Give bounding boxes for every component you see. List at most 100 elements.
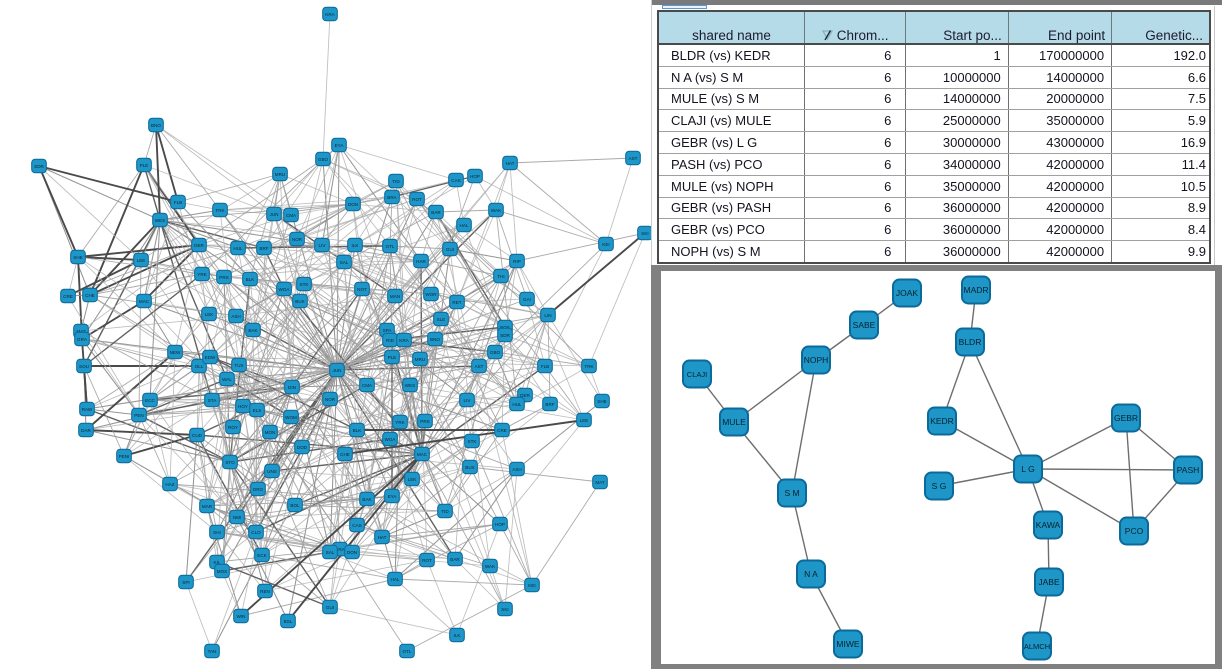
svg-text:HOP: HOP [470, 174, 480, 179]
svg-text:YRK: YRK [395, 420, 405, 425]
svg-text:HOY: HOY [238, 404, 248, 409]
svg-text:WGA: WGA [385, 437, 397, 442]
svg-text:SDR: SDR [500, 333, 510, 338]
svg-text:BAK: BAK [362, 497, 372, 502]
svg-text:ILK: ILK [352, 243, 360, 248]
svg-text:WGA: WGA [279, 287, 291, 292]
svg-text:ASH: ASH [231, 314, 240, 319]
svg-text:DAR: DAR [81, 428, 91, 433]
svg-text:SOU: SOU [79, 364, 89, 369]
svg-text:HUL: HUL [512, 402, 522, 407]
svg-text:CRE: CRE [497, 428, 507, 433]
svg-text:L G: L G [1021, 464, 1034, 474]
svg-text:PENI: PENI [119, 454, 130, 459]
svg-text:NOR: NOR [325, 397, 336, 402]
svg-text:MIWE: MIWE [836, 639, 859, 649]
svg-text:HOP: HOP [495, 522, 505, 527]
svg-text:BAR: BAR [450, 557, 460, 562]
svg-text:CLO: CLO [251, 530, 261, 535]
svg-text:YRK: YRK [197, 272, 207, 277]
svg-text:HAT: HAT [506, 161, 515, 166]
svg-text:EDW: EDW [205, 355, 216, 360]
svg-text:BLK: BLK [246, 277, 256, 282]
svg-text:WES: WES [155, 218, 165, 223]
svg-text:BRA: BRA [387, 195, 397, 200]
svg-text:GEBR: GEBR [1114, 413, 1138, 423]
svg-text:NEW: NEW [170, 350, 181, 355]
svg-text:PRS: PRS [219, 275, 228, 280]
svg-text:BNO: BNO [430, 337, 440, 342]
svg-text:HAR: HAR [416, 259, 426, 264]
svg-text:BUX: BUX [465, 465, 474, 470]
svg-text:LIV: LIV [319, 243, 327, 248]
svg-text:TID: TID [441, 509, 449, 514]
svg-text:MON: MON [265, 430, 276, 435]
svg-text:GRA: GRA [77, 337, 88, 342]
svg-text:MAR: MAR [202, 504, 213, 509]
svg-text:BOL: BOL [290, 503, 300, 508]
svg-text:SHE: SHE [597, 399, 606, 404]
svg-text:OLL: OLL [195, 364, 204, 369]
svg-text:NOR: NOR [292, 237, 303, 242]
svg-text:JUN: JUN [270, 212, 279, 217]
svg-text:MAT: MAT [595, 480, 605, 485]
svg-text:CAS: CAS [451, 178, 460, 183]
svg-text:ASH: ASH [512, 467, 521, 472]
svg-text:UNS: UNS [267, 469, 277, 474]
svg-text:PEN: PEN [134, 413, 143, 418]
svg-text:MRU: MRU [275, 172, 285, 177]
svg-text:ROY: ROY [228, 425, 238, 430]
svg-text:KAWA: KAWA [1036, 520, 1061, 530]
svg-text:TID: TID [392, 179, 400, 184]
svg-text:LEE: LEE [580, 418, 589, 423]
svg-text:RID: RID [386, 338, 395, 343]
svg-text:S M: S M [784, 488, 799, 498]
svg-text:ALMCH: ALMCH [1024, 642, 1050, 651]
svg-text:SAL: SAL [326, 550, 335, 555]
svg-text:ELS: ELS [253, 408, 262, 413]
svg-text:TRK: TRK [215, 208, 225, 213]
svg-text:LEK: LEK [205, 312, 215, 317]
svg-text:ROT: ROT [412, 197, 422, 202]
svg-text:SHE: SHE [73, 255, 82, 260]
svg-text:ILK: ILK [454, 633, 462, 638]
svg-text:NMI: NMI [233, 515, 241, 520]
svg-text:BOS: BOS [500, 325, 510, 330]
svg-text:RET: RET [452, 300, 461, 305]
svg-text:OTL: OTL [386, 244, 395, 249]
svg-text:MOS: MOS [217, 569, 227, 574]
svg-text:SHI: SHI [213, 530, 221, 535]
svg-text:GBO: GBO [490, 350, 501, 355]
svg-text:TUX: TUX [234, 363, 243, 368]
svg-text:CLAJI: CLAJI [687, 370, 707, 379]
svg-text:STO: STO [225, 460, 235, 465]
svg-text:GUI: GUI [326, 605, 334, 610]
svg-text:KRA: KRA [399, 338, 409, 343]
svg-text:BAR: BAR [431, 210, 441, 215]
svg-text:SPI: SPI [182, 580, 189, 585]
svg-text:TAN: TAN [208, 649, 217, 654]
svg-text:FLB: FLB [174, 200, 182, 205]
svg-text:NOPH: NOPH [804, 355, 829, 365]
svg-text:LEK: LEK [408, 477, 418, 482]
svg-text:DON: DON [348, 202, 358, 207]
svg-text:JOAK: JOAK [896, 288, 919, 298]
svg-text:CHE: CHE [85, 293, 95, 298]
svg-text:BUX: BUX [295, 299, 304, 304]
svg-text:MAN: MAN [390, 294, 400, 299]
svg-text:BNO: BNO [151, 123, 161, 128]
svg-text:WAL: WAL [222, 377, 232, 382]
svg-text:SABE: SABE [853, 320, 876, 330]
svg-text:GAI: GAI [523, 297, 531, 302]
svg-text:RIP: RIP [513, 259, 521, 264]
svg-text:CMA: CMA [362, 383, 373, 388]
svg-text:KRA: KRA [325, 12, 335, 17]
svg-text:SKI: SKI [501, 607, 508, 612]
svg-text:RAW: RAW [82, 407, 93, 412]
svg-text:GBO: GBO [318, 157, 329, 162]
svg-text:MAC: MAC [139, 299, 150, 304]
svg-text:LIN: LIN [544, 313, 551, 318]
svg-text:OTL: OTL [403, 649, 412, 654]
svg-text:BSL: BSL [284, 619, 293, 624]
svg-text:HAT: HAT [378, 535, 387, 540]
